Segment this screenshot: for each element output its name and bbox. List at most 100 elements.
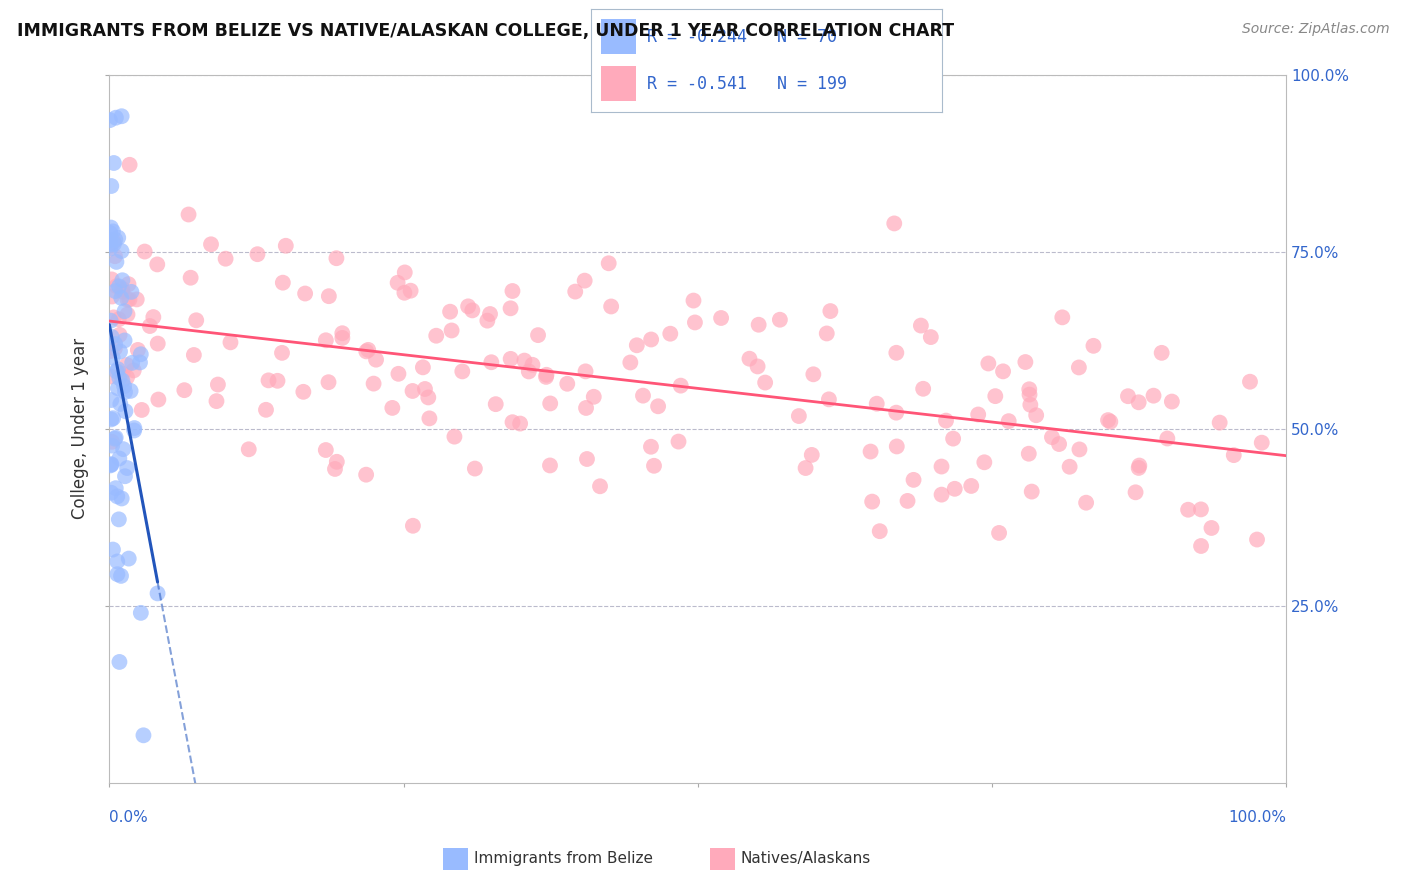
Point bbox=[101, 411, 124, 425]
Point bbox=[748, 318, 770, 332]
Point bbox=[769, 312, 792, 326]
Point bbox=[1019, 398, 1042, 412]
Point bbox=[110, 291, 132, 305]
Text: R = -0.541   N = 199: R = -0.541 N = 199 bbox=[647, 75, 846, 93]
Point bbox=[935, 414, 957, 428]
Point bbox=[538, 458, 561, 473]
Point bbox=[108, 655, 131, 669]
Point bbox=[100, 272, 122, 286]
Point bbox=[114, 404, 136, 418]
Point bbox=[180, 270, 202, 285]
Text: Immigrants from Belize: Immigrants from Belize bbox=[474, 852, 652, 866]
Point bbox=[112, 379, 135, 393]
Point bbox=[120, 384, 142, 398]
Text: Source: ZipAtlas.com: Source: ZipAtlas.com bbox=[1241, 22, 1389, 37]
Point bbox=[98, 233, 121, 247]
Point bbox=[1128, 395, 1150, 409]
Point bbox=[146, 586, 169, 600]
Point bbox=[479, 355, 502, 369]
Point bbox=[105, 554, 128, 568]
Point bbox=[100, 458, 122, 472]
Text: IMMIGRANTS FROM BELIZE VS NATIVE/ALASKAN COLLEGE, UNDER 1 YEAR CORRELATION CHART: IMMIGRANTS FROM BELIZE VS NATIVE/ALASKAN… bbox=[17, 22, 955, 40]
Point bbox=[509, 417, 531, 431]
Point bbox=[101, 434, 124, 449]
Point bbox=[103, 235, 125, 249]
Point bbox=[401, 384, 423, 398]
Point bbox=[1074, 496, 1097, 510]
Point bbox=[896, 494, 918, 508]
Point bbox=[1047, 437, 1070, 451]
Point bbox=[818, 392, 841, 407]
Text: Natives/Alaskans: Natives/Alaskans bbox=[741, 852, 872, 866]
Text: 0.0%: 0.0% bbox=[110, 810, 148, 824]
Point bbox=[110, 244, 132, 258]
Point bbox=[787, 409, 810, 423]
Point bbox=[112, 442, 135, 457]
Point bbox=[101, 224, 124, 238]
Point bbox=[1223, 448, 1246, 462]
Point bbox=[631, 389, 654, 403]
Point bbox=[815, 326, 838, 341]
FancyBboxPatch shape bbox=[602, 19, 636, 54]
Point bbox=[101, 289, 124, 303]
Point bbox=[315, 443, 337, 458]
Point bbox=[1177, 502, 1199, 516]
Point bbox=[425, 328, 447, 343]
Point bbox=[977, 356, 1000, 370]
Point bbox=[387, 276, 409, 290]
Point bbox=[325, 251, 347, 265]
Point bbox=[114, 469, 136, 483]
Point bbox=[115, 358, 138, 372]
Point bbox=[860, 494, 883, 508]
Point bbox=[117, 308, 139, 322]
Point bbox=[104, 431, 127, 445]
Point bbox=[967, 408, 990, 422]
Point bbox=[271, 346, 294, 360]
Point bbox=[111, 282, 134, 296]
Point bbox=[111, 374, 134, 388]
Point bbox=[903, 473, 925, 487]
Point bbox=[315, 333, 337, 347]
Point bbox=[413, 382, 436, 396]
Point bbox=[418, 411, 440, 425]
Point bbox=[205, 394, 228, 409]
Point bbox=[107, 381, 129, 395]
Point bbox=[394, 285, 416, 300]
Point bbox=[984, 389, 1007, 403]
Point bbox=[108, 512, 131, 526]
Point bbox=[643, 458, 665, 473]
Point bbox=[555, 376, 578, 391]
Point bbox=[129, 347, 152, 361]
Point bbox=[105, 489, 128, 503]
Point bbox=[146, 336, 169, 351]
Point bbox=[499, 351, 522, 366]
Point bbox=[318, 289, 340, 303]
Point bbox=[100, 485, 122, 500]
Point bbox=[103, 236, 125, 251]
Point bbox=[1059, 459, 1081, 474]
Point bbox=[575, 452, 598, 467]
Point bbox=[117, 293, 139, 307]
Point bbox=[101, 439, 124, 453]
Point bbox=[115, 370, 138, 384]
Point bbox=[575, 401, 598, 415]
Point bbox=[582, 390, 605, 404]
Point bbox=[100, 220, 122, 235]
Point bbox=[683, 315, 706, 329]
Point bbox=[973, 455, 995, 469]
Point bbox=[527, 328, 550, 343]
Point bbox=[104, 342, 127, 356]
Point bbox=[883, 216, 905, 230]
Point bbox=[266, 374, 288, 388]
Point bbox=[598, 256, 620, 270]
Point bbox=[1083, 339, 1105, 353]
Point bbox=[910, 318, 932, 333]
Point bbox=[920, 330, 942, 344]
Point bbox=[499, 301, 522, 316]
Point bbox=[114, 384, 136, 399]
Point bbox=[931, 488, 953, 502]
Point bbox=[104, 481, 127, 495]
Point bbox=[292, 384, 315, 399]
Point bbox=[1201, 521, 1223, 535]
Point bbox=[820, 304, 842, 318]
